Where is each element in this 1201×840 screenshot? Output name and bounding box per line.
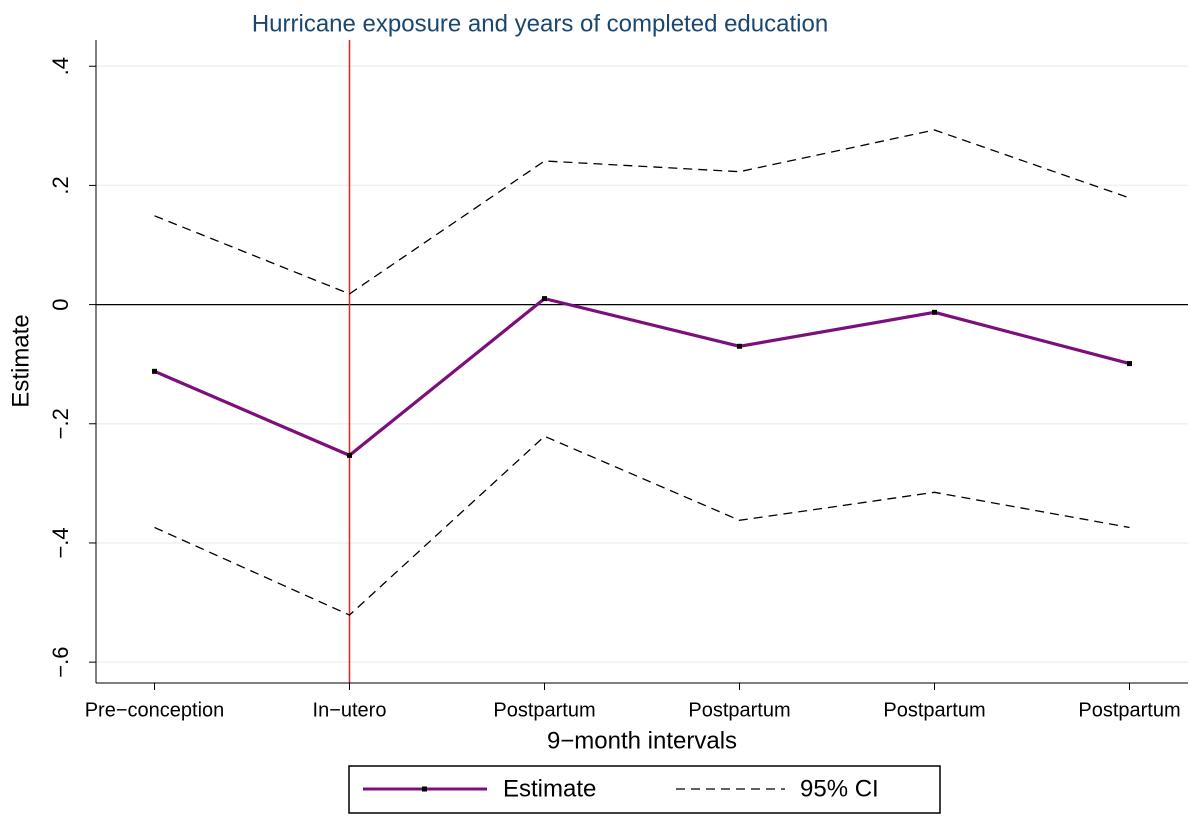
legend-marker xyxy=(422,786,427,792)
point-marker xyxy=(932,309,937,315)
y-tick-label: 0 xyxy=(48,298,73,310)
x-tick-label: Pre−conception xyxy=(85,699,225,721)
point-marker xyxy=(152,368,157,374)
point-marker xyxy=(737,343,742,349)
y-tick-label: −.6 xyxy=(48,647,73,678)
chart-title: Hurricane exposure and years of complete… xyxy=(252,10,828,37)
point-marker xyxy=(1127,361,1132,367)
plot-area: −.6 −.4 −.2 0 .2 .4 Pre−conception In−utero Post… xyxy=(48,40,1188,721)
y-tick-label: −.4 xyxy=(48,527,73,558)
y-tick-label: −.2 xyxy=(48,408,73,439)
legend: Estimate 95% CI xyxy=(348,765,941,814)
point-marker xyxy=(347,452,352,458)
x-tick-label: Postpartum xyxy=(688,699,790,721)
point-marker xyxy=(542,296,547,302)
legend-label: Estimate xyxy=(503,775,596,802)
x-tick-label: Postpartum xyxy=(883,699,985,721)
y-axis-title: Estimate xyxy=(7,314,34,407)
x-tick-label: Postpartum xyxy=(1078,699,1180,721)
y-tick-label: .2 xyxy=(48,176,73,194)
legend-label: 95% CI xyxy=(800,775,879,802)
ci-upper-line xyxy=(154,129,1130,295)
x-axis-title: 9−month intervals xyxy=(547,727,737,754)
x-tick-label: Postpartum xyxy=(493,699,595,721)
x-tick-label: In−utero xyxy=(313,699,387,721)
ci-lower-line xyxy=(154,435,1130,616)
series-line xyxy=(153,297,1130,457)
y-tick-label: .4 xyxy=(48,57,73,75)
